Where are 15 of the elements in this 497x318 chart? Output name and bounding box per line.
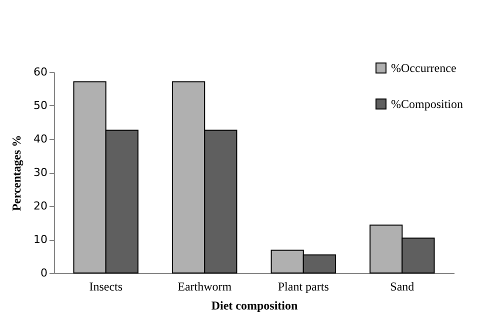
legend-label: %Occurrence <box>391 61 456 75</box>
x-tick-label: Earthworm <box>178 280 232 294</box>
y-tick-label: 30 <box>34 166 48 179</box>
x-tick-label: Plant parts <box>278 280 330 294</box>
y-tick-label: 0 <box>40 266 48 280</box>
x-tick-label: Sand <box>390 280 414 294</box>
y-tick-label: 50 <box>34 99 48 112</box>
x-tick-label: Insects <box>89 280 123 294</box>
y-axis-title: Percentages % <box>10 134 24 212</box>
y-tick-label: 40 <box>34 132 48 146</box>
y-tick-label: 60 <box>34 66 48 78</box>
y-tick-label: 10 <box>34 233 48 246</box>
x-axis-title: Diet composition <box>211 298 298 312</box>
y-tick-label: 20 <box>34 200 48 212</box>
legend-label: %Composition <box>391 97 464 111</box>
